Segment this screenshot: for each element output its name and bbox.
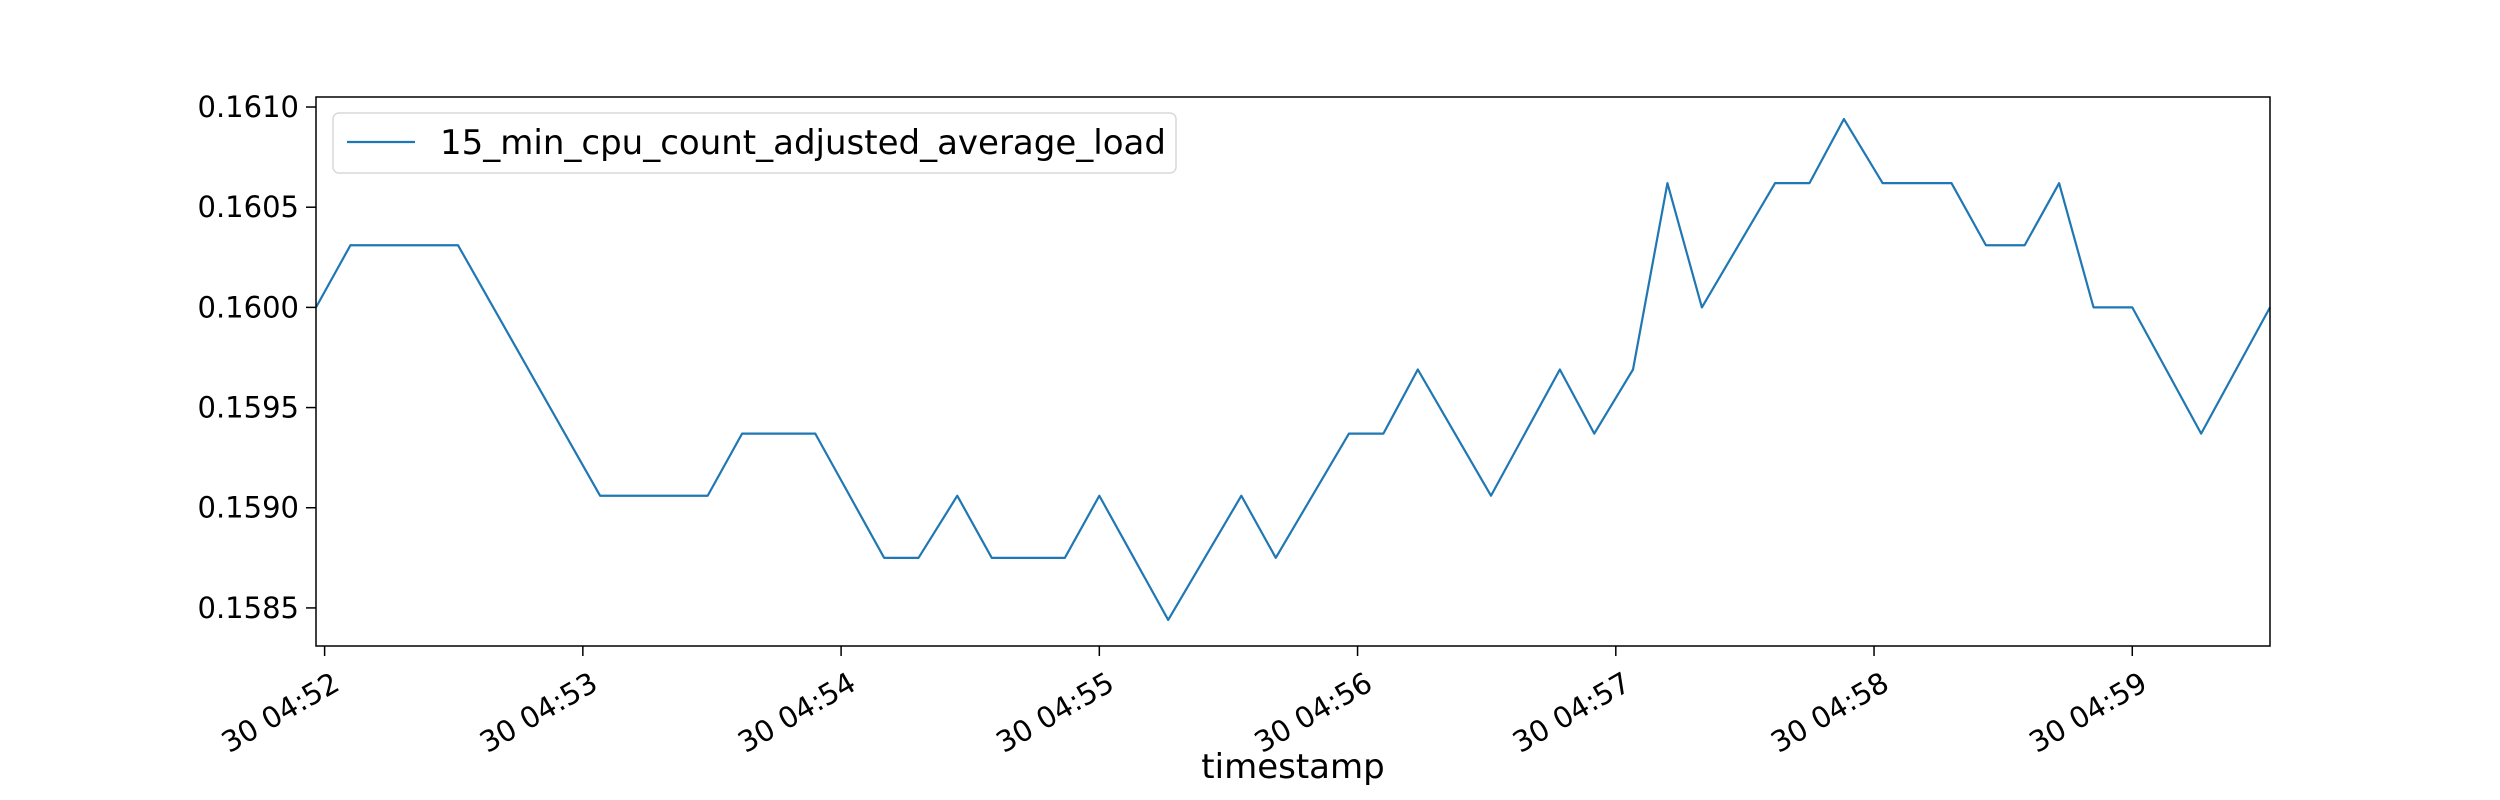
legend: 15_min_cpu_count_adjusted_average_load <box>332 112 1177 174</box>
legend-entry: 15_min_cpu_count_adjusted_average_load <box>440 123 1166 163</box>
y-axis: 0.1585 0.1590 0.1595 0.1600 0.1605 0.1610 <box>198 90 316 625</box>
axes-frame <box>315 96 2271 647</box>
y-tick-label: 0.1585 <box>198 591 299 625</box>
y-tick-label: 0.1590 <box>198 491 299 525</box>
x-axis-title: timestamp <box>1201 747 1384 787</box>
y-tick-label: 0.1610 <box>198 90 299 124</box>
y-tick-label: 0.1595 <box>198 391 299 425</box>
y-tick-label: 0.1605 <box>198 190 299 224</box>
y-tick-label: 0.1600 <box>198 290 299 324</box>
plot-area <box>315 117 2271 622</box>
series-line-0 <box>315 117 2271 622</box>
legend-box <box>332 112 1177 174</box>
